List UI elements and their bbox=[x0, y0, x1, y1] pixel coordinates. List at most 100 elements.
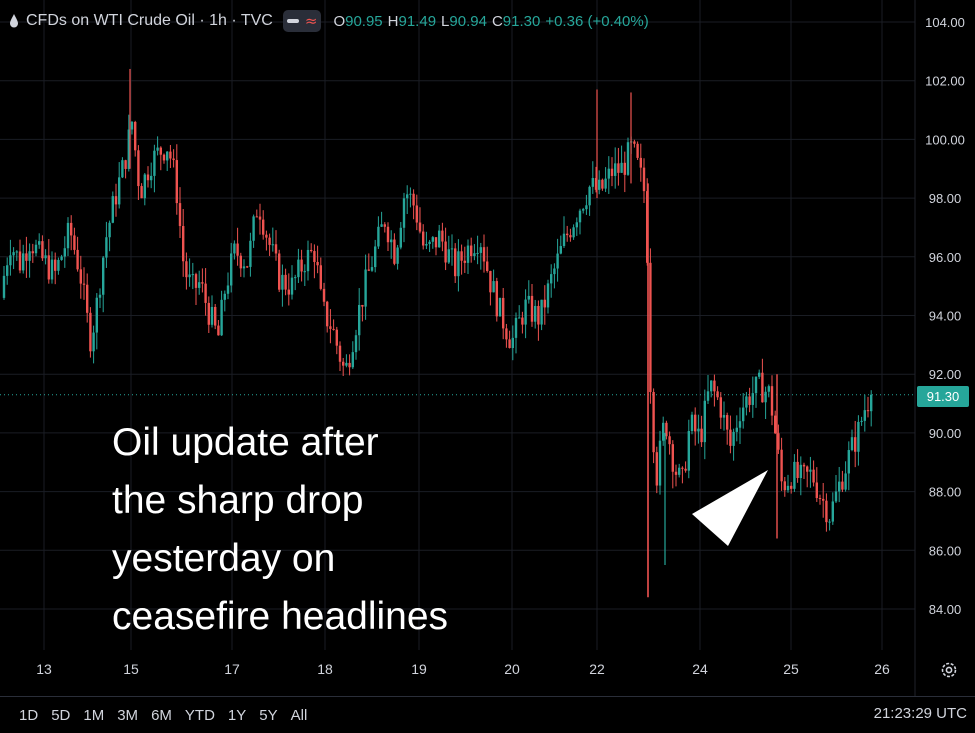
candle-body bbox=[441, 230, 444, 242]
candle-body bbox=[450, 248, 454, 250]
candle-body bbox=[758, 372, 761, 377]
candle-body bbox=[367, 269, 370, 271]
candle-body bbox=[92, 332, 95, 352]
candle-body bbox=[348, 362, 351, 368]
candle-body bbox=[658, 440, 662, 486]
candle-body bbox=[230, 253, 233, 286]
x-tick-label: 18 bbox=[317, 661, 333, 677]
candle-body bbox=[322, 288, 326, 302]
candle-body bbox=[540, 299, 543, 325]
candle-body bbox=[582, 209, 585, 211]
candle-body bbox=[98, 294, 102, 298]
range-6m[interactable]: 6M bbox=[151, 706, 172, 724]
candle-body bbox=[610, 168, 614, 176]
range-3m[interactable]: 3M bbox=[117, 706, 139, 724]
candle-body bbox=[454, 248, 457, 277]
candle-body bbox=[764, 391, 767, 403]
candle-body bbox=[633, 141, 636, 144]
candle-body bbox=[290, 277, 294, 295]
candle-body bbox=[143, 174, 146, 199]
candle-body bbox=[361, 304, 364, 307]
candle-body bbox=[834, 491, 838, 502]
candle-body bbox=[854, 437, 857, 452]
candle-body bbox=[463, 260, 466, 263]
candle-body bbox=[310, 249, 313, 252]
candle-body bbox=[22, 253, 25, 271]
candle-body bbox=[575, 222, 578, 228]
utc-clock[interactable]: 21:23:29 UTC bbox=[873, 705, 967, 722]
candle-body bbox=[534, 305, 537, 322]
candle-body bbox=[754, 376, 758, 394]
candle-body bbox=[505, 328, 508, 340]
y-tick-label: 104.00 bbox=[925, 15, 965, 30]
candle-body bbox=[374, 246, 377, 268]
candle-body bbox=[44, 255, 47, 259]
candle-body bbox=[386, 226, 390, 243]
candle-body bbox=[847, 450, 850, 474]
annotation-line: yesterday on bbox=[112, 537, 336, 580]
candle-body bbox=[134, 121, 137, 151]
candle-body bbox=[313, 251, 316, 262]
candle-body bbox=[111, 196, 114, 223]
ohlc-low-label: L bbox=[441, 12, 450, 30]
range-1y[interactable]: 1Y bbox=[227, 706, 247, 724]
candle-body bbox=[799, 464, 802, 478]
candle-body bbox=[50, 259, 54, 280]
candle-body bbox=[303, 271, 306, 273]
candle-body bbox=[761, 372, 764, 403]
candle-body bbox=[31, 251, 34, 254]
annotation-line: Oil update after bbox=[112, 421, 379, 464]
droplet-icon bbox=[10, 14, 18, 28]
gear-icon[interactable] bbox=[939, 660, 959, 680]
candle-body bbox=[479, 247, 482, 253]
candle-body bbox=[521, 317, 524, 325]
candle-body bbox=[316, 261, 319, 266]
candle-body bbox=[15, 251, 18, 253]
candle-body bbox=[63, 248, 66, 257]
compare-icon: ≈ bbox=[304, 11, 318, 30]
range-1m[interactable]: 1M bbox=[83, 706, 105, 724]
candle-body bbox=[278, 253, 281, 290]
candle-body bbox=[47, 255, 50, 280]
candle-body bbox=[620, 162, 623, 173]
candle-body bbox=[860, 420, 863, 422]
indicator-toggle[interactable]: ≈ bbox=[282, 10, 322, 32]
candle-body bbox=[518, 317, 521, 319]
candle-body bbox=[444, 241, 447, 263]
range-1d[interactable]: 1D bbox=[19, 706, 39, 724]
candle-body bbox=[745, 396, 748, 408]
y-tick-label: 96.00 bbox=[929, 250, 962, 265]
candle-body bbox=[694, 414, 697, 432]
candle-body bbox=[543, 299, 546, 308]
range-all[interactable]: All bbox=[290, 706, 308, 724]
candle-body bbox=[767, 386, 770, 392]
candle-body bbox=[729, 429, 732, 446]
symbol-title[interactable]: CFDs on WTI Crude Oil · 1h · TVC bbox=[26, 12, 273, 29]
candle-body bbox=[406, 194, 409, 199]
range-5y[interactable]: 5Y bbox=[259, 706, 278, 724]
candle-body bbox=[175, 160, 178, 204]
candle-body bbox=[735, 427, 738, 432]
annotation-line: the sharp drop bbox=[112, 479, 364, 522]
candle-body bbox=[732, 431, 735, 446]
candle-body bbox=[393, 239, 396, 264]
candle-body bbox=[604, 178, 607, 189]
candle-body bbox=[828, 521, 831, 523]
ohlc-change-value: +0.36 (+0.40%) bbox=[545, 12, 649, 30]
candle-body bbox=[524, 299, 527, 325]
candle-body bbox=[498, 297, 502, 317]
candle-body bbox=[777, 433, 780, 450]
candle-body bbox=[806, 466, 809, 472]
candle-body bbox=[383, 224, 386, 227]
candle-body bbox=[204, 283, 207, 303]
range-ytd[interactable]: YTD bbox=[184, 706, 215, 724]
candle-body bbox=[281, 274, 284, 290]
candle-body bbox=[790, 485, 793, 489]
range-5d[interactable]: 5D bbox=[51, 706, 71, 724]
candle-body bbox=[770, 386, 774, 416]
candle-body bbox=[140, 186, 143, 199]
arrow-pointer-icon bbox=[692, 470, 768, 546]
ohlc-high-value: 91.49 bbox=[398, 12, 437, 30]
candle-body bbox=[76, 249, 79, 270]
